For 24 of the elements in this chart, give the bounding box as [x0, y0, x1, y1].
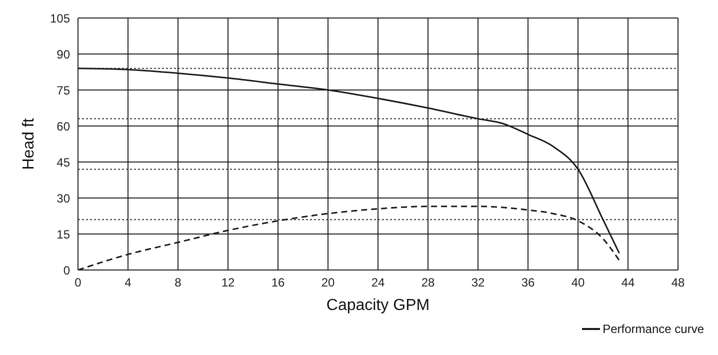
y-tick-label: 45	[56, 155, 70, 170]
y-tick-label: 75	[56, 83, 70, 98]
y-tick-label: 30	[56, 191, 70, 206]
x-tick-label: 24	[371, 276, 385, 290]
y-axis-title: Head ft	[20, 118, 38, 170]
x-tick-label: 48	[671, 276, 685, 290]
x-tick-label: 4	[124, 276, 132, 290]
x-tick-label: 8	[174, 276, 182, 290]
x-axis-title: Capacity GPM	[326, 297, 430, 314]
y-tick-label: 105	[50, 11, 70, 26]
y-tick-label: 0	[63, 263, 70, 278]
legend-label: Performance curve	[602, 322, 704, 336]
x-tick-label: 28	[421, 276, 435, 290]
y-tick-label: 15	[56, 227, 70, 242]
y-tick-label: 90	[56, 47, 70, 62]
x-tick-label: 32	[471, 276, 485, 290]
x-tick-label: 36	[521, 276, 535, 290]
x-tick-label: 20	[321, 276, 335, 290]
x-tick-label: 12	[221, 276, 235, 290]
x-tick-label: 0	[74, 276, 82, 290]
x-tick-label: 44	[621, 276, 635, 290]
x-tick-label: 40	[571, 276, 585, 290]
y-tick-label: 60	[56, 119, 70, 134]
x-tick-label: 16	[271, 276, 285, 290]
